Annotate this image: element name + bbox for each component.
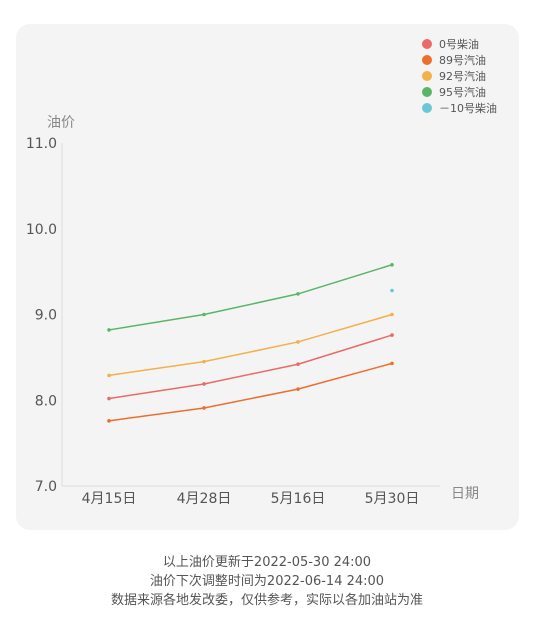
x-tick-label: 4月15日 <box>82 491 137 507</box>
footer-notes: 以上油价更新于2022-05-30 24:00 油价下次调整时间为2022-06… <box>0 553 534 610</box>
data-point <box>296 340 300 344</box>
next-adjust-time-text: 油价下次调整时间为2022-06-14 24:00 <box>149 574 385 589</box>
legend-marker <box>422 71 432 81</box>
legend-marker <box>422 87 432 97</box>
x-tick-labels: 4月15日 4月28日 5月16日 5月30日 <box>82 491 420 507</box>
x-axis-title: 日期 <box>451 486 479 502</box>
data-point <box>202 359 206 364</box>
data-point <box>107 328 111 332</box>
x-tick-label: 5月16日 <box>271 491 326 507</box>
update-time-text: 以上油价更新于2022-05-30 24:00 <box>162 555 372 570</box>
legend-marker <box>422 103 432 113</box>
data-point <box>296 362 300 367</box>
data-source-text: 数据来源各地发改委，仅供参考，实际以各加油站为准 <box>110 593 423 608</box>
data-point <box>390 361 394 366</box>
y-tick-labels: 7.0 8.0 9.0 10.0 11.0 <box>26 136 57 495</box>
legend-label: －10号柴油 <box>439 101 497 115</box>
y-tick-label: 10.0 <box>26 222 57 238</box>
legend-marker <box>422 39 432 49</box>
legend-marker <box>422 55 432 65</box>
series-line <box>108 334 393 400</box>
data-point <box>202 382 206 386</box>
x-tick-label: 5月30日 <box>365 491 420 507</box>
y-axis-title: 油价 <box>47 115 75 131</box>
y-tick-label: 8.0 <box>35 393 57 409</box>
data-point <box>390 262 394 267</box>
legend-label: 0号柴油 <box>439 37 479 51</box>
x-tick-label: 4月28日 <box>177 491 232 507</box>
data-point <box>296 292 300 296</box>
legend-label: 92号汽油 <box>439 69 486 83</box>
chart-card <box>16 24 519 530</box>
legend-label: 95号汽油 <box>439 85 486 99</box>
series-line <box>108 264 393 331</box>
y-tick-label: 11.0 <box>26 136 57 152</box>
legend-label: 89号汽油 <box>439 53 486 67</box>
series-line <box>108 362 393 422</box>
data-point <box>202 312 206 317</box>
y-tick-label: 7.0 <box>35 479 57 495</box>
data-point <box>296 387 300 391</box>
data-point <box>107 396 111 401</box>
data-point <box>390 288 394 293</box>
series-line <box>108 313 393 377</box>
data-point <box>202 406 206 410</box>
data-point <box>107 419 111 423</box>
y-tick-label: 9.0 <box>35 308 57 324</box>
series-lines <box>107 262 394 423</box>
data-point <box>107 373 111 378</box>
data-point <box>390 312 394 317</box>
legend: 0号柴油 89号汽油 92号汽油 95号汽油 －10号柴油 <box>422 37 497 115</box>
data-point <box>390 333 394 337</box>
